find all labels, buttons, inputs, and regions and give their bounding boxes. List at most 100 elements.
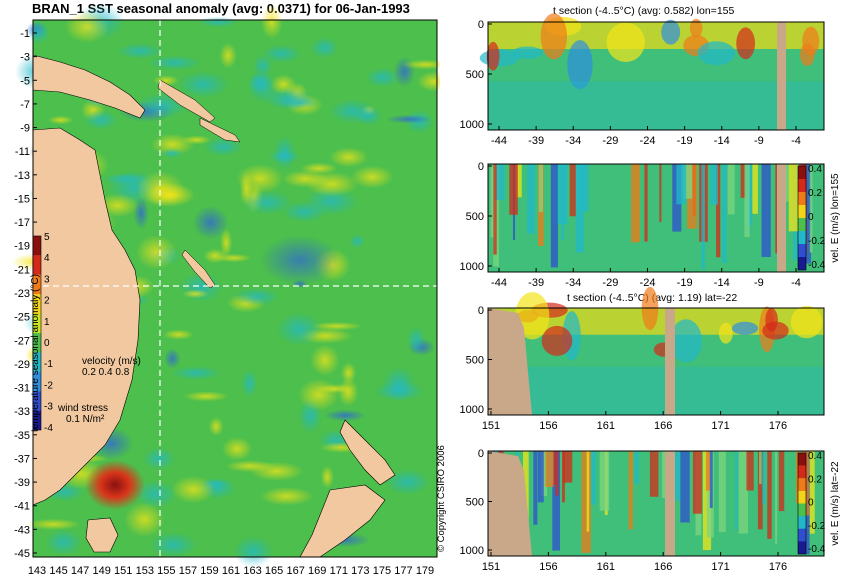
panel-x-tick: -9	[754, 277, 764, 289]
panel-x-tick: 161	[597, 561, 615, 573]
colorbar-tick: 2	[44, 296, 50, 307]
map-x-tick: 145	[49, 565, 67, 577]
map-x-tick: 149	[92, 565, 110, 577]
map-y-tick: -3	[20, 52, 30, 64]
map-x-tick: 159	[200, 565, 218, 577]
colorbar-tick: -1	[44, 359, 53, 370]
windstress-scale: 0.1 N/m²	[66, 414, 105, 425]
sst-anomaly-map: -1-3-5-7-9-11-13-15-17-19-21-23-25-27-29…	[11, 3, 440, 577]
panel-y-tick: 0	[478, 448, 484, 460]
section-panel-1: 0 500 1000 -44 -39 -34 -29 -24 -19 -14 -9 -4	[460, 13, 825, 147]
panel-x-tick: 166	[654, 561, 672, 573]
map-y-tick: -21	[14, 264, 30, 276]
panel-x-tick: 176	[769, 561, 787, 573]
australia-land	[32, 127, 141, 506]
map-x-tick: 153	[136, 565, 154, 577]
map-x-tick: 151	[114, 565, 132, 577]
map-y-tick: -19	[14, 241, 30, 253]
map-x-tick: 167	[286, 565, 304, 577]
panel-y-tick: 1000	[460, 119, 484, 131]
panel-x-tick: -24	[640, 135, 656, 147]
map-x-tick: 157	[179, 565, 197, 577]
map-y-tick: -27	[14, 335, 30, 347]
velocity-scale: 0.2 0.4 0.8	[82, 367, 130, 378]
panel-x-tick: -9	[754, 135, 764, 147]
panel-x-tick: 171	[711, 420, 729, 432]
section-panel-2: 0 500 1000 -44 -39 -34 -29 -24 -19 -14 -9 -4 0.4 0.2 0…	[460, 161, 841, 289]
map-y-tick: -15	[14, 193, 30, 205]
panel-x-tick: -4	[791, 135, 801, 147]
panel-x-tick: -44	[491, 135, 507, 147]
velocity-colorbar-tick: -0.4	[808, 544, 826, 555]
map-x-tick: 165	[265, 565, 283, 577]
velocity-colorbar-tick: -0.2	[808, 236, 826, 247]
colorbar-tick: 0	[44, 338, 50, 349]
panel-y-tick: 500	[466, 211, 484, 223]
map-y-tick: -33	[14, 406, 30, 418]
tasmania-land	[85, 517, 119, 553]
map-y-tick: -5	[20, 75, 30, 87]
velocity-side-label: vel. E (m/s) lon=155	[830, 173, 841, 263]
colorbar-tick: -3	[44, 402, 53, 413]
velocity-colorbar-tick: 0.2	[808, 474, 822, 485]
panel-x-tick: -44	[491, 277, 507, 289]
map-x-tick: 169	[308, 565, 326, 577]
panel-x-tick: -4	[791, 277, 801, 289]
new-guinea-land	[32, 54, 146, 119]
section-panel-4: 0 500 1000 151 156 161 166 171 176 0.4 0.2 0 -0.2 -0.…	[460, 448, 841, 573]
map-x-tick: 161	[222, 565, 240, 577]
panel-y-tick: 1000	[460, 261, 484, 273]
map-x-tick: 175	[373, 565, 391, 577]
colorbar-tick: 5	[44, 232, 50, 243]
map-x-tick: 143	[28, 565, 46, 577]
main-title: BRAN_1 SST seasonal anomaly (avg: 0.0371…	[32, 1, 410, 16]
panel-x-tick: 166	[654, 420, 672, 432]
panel-x-tick: 176	[769, 420, 787, 432]
panel-x-tick: 171	[711, 561, 729, 573]
velocity-label: velocity (m/s)	[82, 356, 141, 367]
panel-x-tick: -19	[677, 277, 693, 289]
panel-y-tick: 1000	[460, 404, 484, 416]
panel-x-tick: 156	[539, 420, 557, 432]
panel-x-tick: 161	[597, 420, 615, 432]
panel-x-tick: -39	[528, 135, 544, 147]
map-y-tick: -35	[14, 430, 30, 442]
colorbar-tick: 1	[44, 317, 50, 328]
map-y-tick: -23	[14, 288, 30, 300]
panel-y-tick: 0	[478, 19, 484, 31]
velocity-colorbar-tick: 0.4	[808, 451, 822, 462]
velocity-colorbar-tick: 0	[808, 212, 814, 223]
map-x-tick: 147	[71, 565, 89, 577]
map-y-tick: -7	[20, 99, 30, 111]
panel-x-tick: 151	[482, 420, 500, 432]
velocity-colorbar-tick: -0.4	[808, 260, 826, 271]
map-x-tick: 155	[157, 565, 175, 577]
panel-x-tick: -29	[602, 277, 618, 289]
windstress-label: wind stress	[58, 403, 109, 414]
velocity-side-label: vel. E (m/s) lat=-22	[830, 461, 841, 546]
panel-x-tick: 156	[539, 561, 557, 573]
velocity-colorbar-tick: 0.4	[808, 164, 822, 175]
map-y-tick: -37	[14, 453, 30, 465]
map-y-tick: -43	[14, 524, 30, 536]
panel-x-tick: -19	[677, 135, 693, 147]
panel-y-tick: 0	[478, 305, 484, 317]
map-y-tick: -45	[14, 548, 30, 560]
panel-x-tick: -14	[714, 135, 730, 147]
colorbar-tick: -4	[44, 423, 53, 434]
panel-x-tick: -29	[602, 135, 618, 147]
map-y-tick: -9	[20, 123, 30, 135]
map-y-tick: -39	[14, 477, 30, 489]
panel-y-tick: 0	[478, 161, 484, 173]
panel-1-title: t section (-4..5°C) (avg: 0.582) lon=155	[553, 5, 735, 17]
map-y-tick: -41	[14, 501, 30, 513]
colorbar-label: temperature seasonal anomaly (°C)	[30, 274, 41, 432]
velocity-colorbar-tick: 0	[808, 498, 814, 509]
map-x-tick: 179	[416, 565, 434, 577]
panel-y-tick: 500	[466, 497, 484, 509]
map-x-tick: 173	[351, 565, 369, 577]
panel-y-tick: 500	[466, 69, 484, 81]
panel-x-tick: -39	[528, 277, 544, 289]
map-x-tick: 163	[243, 565, 261, 577]
map-y-tick: -31	[14, 383, 30, 395]
